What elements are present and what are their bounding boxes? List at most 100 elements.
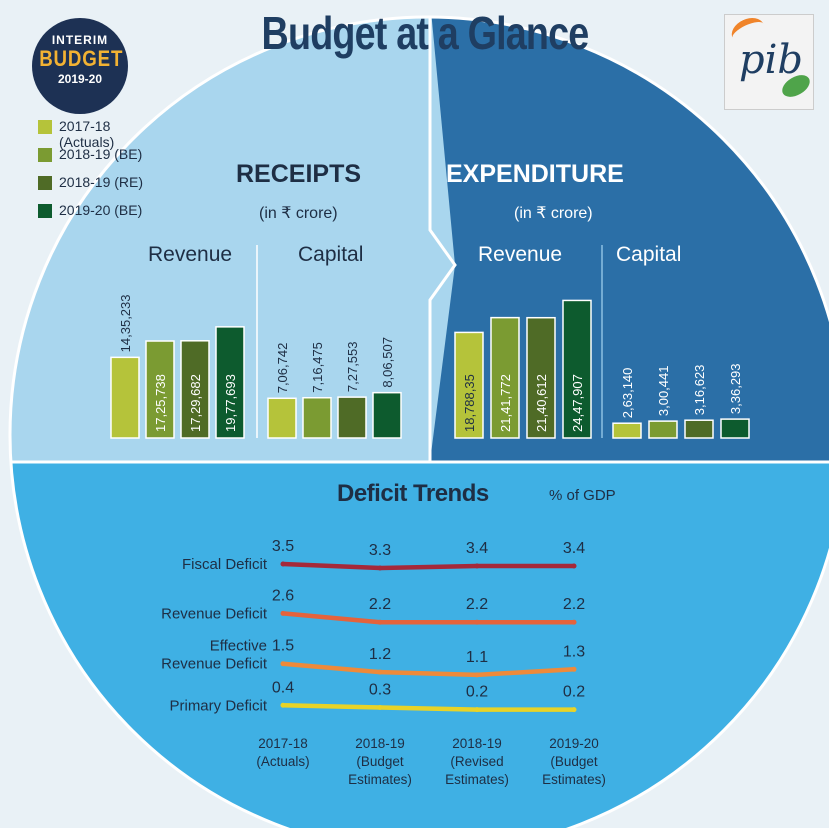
bar-value-label: 24,47,907 [570, 374, 585, 432]
bar-revenue-0 [454, 331, 484, 439]
logo-text-year: 2019-20 [57, 72, 103, 86]
x-tick-label: (Budget [356, 754, 404, 769]
expenditure-unit: (in ₹ crore) [514, 205, 593, 222]
legend-label: 2017-18 (Actuals) [59, 118, 115, 150]
receipts-unit: (in ₹ crore) [259, 205, 338, 222]
data-point [377, 669, 383, 675]
data-label: 0.2 [563, 684, 585, 701]
data-label: 0.3 [369, 681, 391, 698]
data-point [571, 707, 577, 713]
bar-value-label: 2,63,140 [620, 368, 635, 419]
data-label: 3.5 [272, 538, 294, 555]
deficit-title: Deficit Trends [337, 480, 489, 507]
bar-value-label: 8,06,507 [380, 337, 395, 388]
data-label: 1.3 [563, 643, 585, 660]
data-label: 0.2 [466, 684, 488, 701]
bar-value-label: 19,77,693 [223, 374, 238, 432]
bar-capital-1 [302, 396, 332, 439]
bar-value-label: 17,25,738 [153, 374, 168, 432]
legend: 2017-18 (Actuals) 2018-19 (BE) 2018-19 (… [38, 118, 149, 230]
bar-value-label: 3,16,623 [692, 365, 707, 416]
legend-swatch [38, 204, 52, 218]
legend-swatch [38, 176, 52, 190]
line-fiscal-deficit [280, 561, 577, 571]
x-tick-label: (Budget [550, 754, 598, 769]
data-label: 1.2 [369, 646, 391, 663]
legend-swatch [38, 120, 52, 134]
bar-value-label: 7,06,742 [275, 343, 290, 394]
data-point [571, 563, 577, 569]
expenditure-capital-label: Capital [616, 243, 682, 266]
legend-label: 2019-20 (BE) [59, 202, 143, 218]
bar-value-label: 18,788,35 [462, 374, 477, 432]
bar-value-label: 21,41,772 [498, 374, 513, 432]
logo-text-pib: pib [739, 37, 804, 83]
x-tick-label: Estimates) [445, 772, 509, 787]
series-label: Revenue Deficit [161, 605, 268, 622]
series-label: Revenue Deficit [161, 656, 268, 673]
bar-revenue-2 [180, 340, 210, 439]
deficit-panel [10, 462, 829, 828]
bar-revenue-3 [215, 326, 245, 439]
bar-value-label: 7,27,553 [345, 342, 360, 393]
data-label: 2.2 [466, 596, 488, 613]
bar-revenue-1 [145, 340, 175, 439]
bar-capital-0 [612, 422, 642, 439]
data-point [474, 707, 480, 713]
x-tick-label: Estimates) [542, 772, 606, 787]
bar-capital-2 [684, 419, 714, 439]
data-label: 2.2 [369, 596, 391, 613]
data-label: 2.6 [272, 587, 294, 604]
bar-value-label: 14,35,233 [118, 294, 133, 352]
bar-value-label: 3,36,293 [728, 363, 743, 414]
series-label: Effective [210, 638, 267, 655]
data-label: 3.4 [563, 540, 585, 557]
data-label: 1.5 [272, 638, 294, 655]
bar-value-label: 17,29,682 [188, 374, 203, 432]
bar-revenue-1 [490, 316, 520, 439]
data-label: 2.2 [563, 596, 585, 613]
pib-logo: pib [724, 12, 814, 110]
bar-value-label: 7,16,475 [310, 342, 325, 393]
bar-capital-2 [337, 396, 367, 439]
data-point [280, 702, 286, 708]
bar-revenue-2 [526, 316, 556, 439]
data-point [377, 565, 383, 571]
series-label: Primary Deficit [169, 697, 267, 714]
receipts-title: RECEIPTS [236, 160, 362, 188]
data-point [474, 619, 480, 625]
expenditure-revenue-label: Revenue [478, 243, 563, 266]
bar-revenue-3 [562, 299, 592, 439]
data-label: 3.3 [369, 542, 391, 559]
legend-item: 2017-18 (Actuals) [38, 118, 149, 150]
x-tick-label: 2018-19 [355, 736, 405, 751]
legend-label: 2018-19 (BE) [59, 146, 143, 162]
data-point [280, 610, 286, 616]
page-title: Budget at a Glance [261, 7, 590, 59]
line-effective-revenue-deficit [280, 661, 577, 678]
bar-value-label: 21,40,612 [534, 374, 549, 432]
legend-swatch [38, 148, 52, 162]
deficit-unit: % of GDP [549, 487, 616, 504]
bar-capital-0 [267, 397, 297, 439]
data-point [280, 561, 286, 567]
bar-capital-3 [720, 418, 750, 439]
line-primary-deficit [280, 703, 577, 712]
legend-item: 2018-19 (RE) [38, 174, 149, 202]
data-point [474, 672, 480, 678]
bar-capital-3 [372, 391, 402, 439]
bar-revenue-0 [110, 356, 140, 439]
bar-capital-1 [648, 420, 678, 439]
data-point [377, 619, 383, 625]
expenditure-title: EXPENDITURE [446, 160, 624, 188]
data-label: 1.1 [466, 649, 488, 666]
data-point [571, 666, 577, 672]
interim-budget-logo: INTERIM BUDGET 2019-20 [32, 18, 128, 114]
data-point [280, 661, 286, 667]
logo-text-budget: BUDGET [39, 46, 124, 71]
line-revenue-deficit [280, 611, 577, 625]
legend-label: 2018-19 (RE) [59, 174, 144, 190]
data-label: 0.4 [272, 679, 294, 696]
